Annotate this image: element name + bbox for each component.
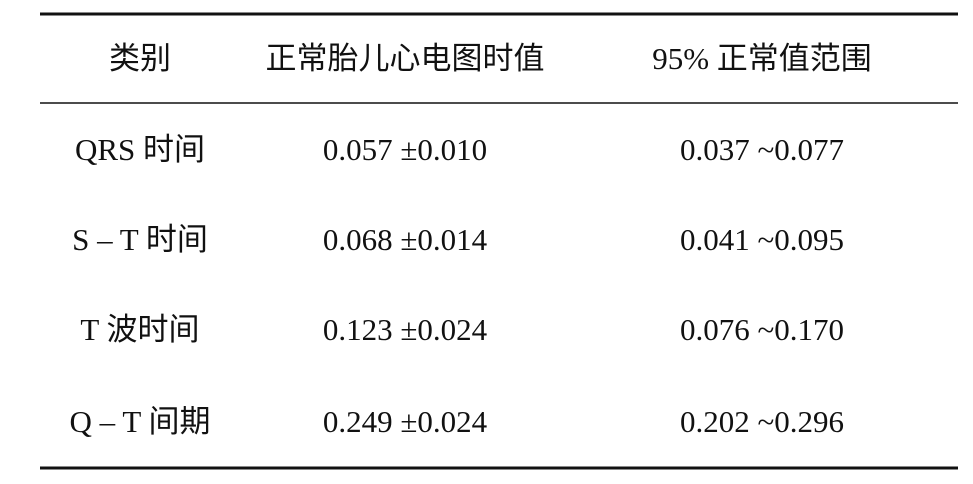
table-cell: 0.037 ~0.077 bbox=[680, 132, 844, 167]
table-cell: Q – T 间期 bbox=[70, 404, 211, 439]
table-cell: 0.041 ~0.095 bbox=[680, 222, 844, 257]
table-cell: 0.202 ~0.296 bbox=[680, 404, 844, 439]
table-cell: S – T 时间 bbox=[72, 222, 208, 257]
table-cell: 0.123 ±0.024 bbox=[323, 312, 488, 347]
table-cell: QRS 时间 bbox=[75, 132, 205, 167]
header-cell: 95% 正常值范围 bbox=[652, 41, 872, 76]
header-cell: 类别 bbox=[109, 41, 171, 76]
header-cell: 正常胎儿心电图时值 bbox=[266, 41, 545, 76]
table-cell: 0.068 ±0.014 bbox=[323, 222, 488, 257]
table-cell: 0.057 ±0.010 bbox=[323, 132, 487, 167]
table-cell: 0.249 ±0.024 bbox=[323, 404, 488, 439]
table-cell: T 波时间 bbox=[80, 312, 199, 347]
table-cell: 0.076 ~0.170 bbox=[680, 312, 844, 347]
